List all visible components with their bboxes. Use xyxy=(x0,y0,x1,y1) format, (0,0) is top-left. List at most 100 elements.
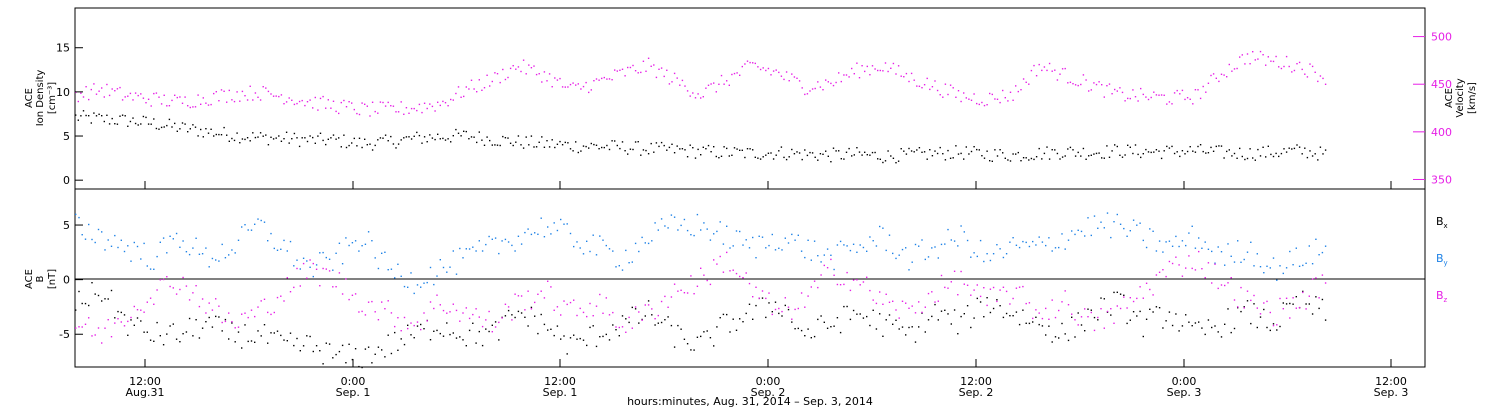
data-point xyxy=(940,243,943,246)
data-point xyxy=(1262,54,1264,56)
data-point xyxy=(612,311,614,314)
data-point xyxy=(221,321,223,324)
data-point xyxy=(624,75,626,77)
data-point xyxy=(926,77,928,80)
data-point xyxy=(520,243,523,245)
data-point xyxy=(1311,155,1314,157)
data-point xyxy=(908,80,910,83)
data-point xyxy=(272,138,275,140)
data-point xyxy=(879,291,881,293)
data-point xyxy=(147,98,150,100)
data-point xyxy=(361,245,363,247)
data-point xyxy=(895,162,897,164)
data-point xyxy=(241,226,243,228)
data-point xyxy=(560,338,562,340)
data-point xyxy=(194,106,197,108)
data-point xyxy=(1071,230,1073,232)
data-point xyxy=(660,141,663,144)
data-point xyxy=(1009,315,1011,317)
data-point xyxy=(1220,145,1223,147)
data-point xyxy=(517,235,520,237)
data-point xyxy=(397,317,399,319)
data-point xyxy=(140,309,142,311)
data-point xyxy=(470,79,473,81)
data-point xyxy=(950,239,952,241)
data-point xyxy=(582,85,585,88)
data-point xyxy=(781,310,783,313)
data-point xyxy=(166,333,168,335)
data-point xyxy=(839,240,842,243)
data-point xyxy=(641,236,643,239)
data-point xyxy=(1074,319,1076,321)
data-point xyxy=(1015,287,1018,289)
data-point xyxy=(770,152,772,154)
data-point xyxy=(1139,310,1141,313)
data-point xyxy=(595,144,598,146)
data-point xyxy=(1162,269,1164,271)
data-point xyxy=(986,150,988,152)
data-point xyxy=(999,248,1001,250)
data-point xyxy=(1201,268,1203,270)
data-point xyxy=(944,159,947,161)
data-point xyxy=(153,303,155,305)
data-point xyxy=(433,283,435,286)
data-point xyxy=(772,70,775,72)
data-point xyxy=(127,334,129,336)
data-point xyxy=(137,94,139,97)
data-point xyxy=(528,64,530,66)
data-point xyxy=(499,144,501,147)
data-point xyxy=(566,303,568,306)
data-point xyxy=(263,221,266,223)
data-point xyxy=(929,88,931,91)
data-point xyxy=(150,123,152,125)
bx-series xyxy=(75,282,1327,369)
x-tick-time: 0:00 xyxy=(341,375,366,388)
data-point xyxy=(527,290,529,292)
data-point xyxy=(462,257,464,259)
data-point xyxy=(1100,308,1102,310)
data-point xyxy=(934,303,936,306)
data-point xyxy=(608,78,611,80)
data-point xyxy=(726,225,728,227)
data-point xyxy=(1048,325,1050,327)
data-point xyxy=(1285,297,1288,299)
data-point xyxy=(631,261,633,263)
data-point xyxy=(314,142,316,144)
data-point xyxy=(654,318,656,320)
data-point xyxy=(918,326,920,328)
data-point xyxy=(166,124,168,127)
data-point xyxy=(374,144,376,147)
data-point xyxy=(289,291,292,293)
data-point xyxy=(804,93,806,96)
data-point xyxy=(1077,84,1079,87)
data-point xyxy=(221,330,223,332)
data-point xyxy=(444,139,447,141)
data-point xyxy=(599,235,601,237)
density-tick-label: 15 xyxy=(56,42,70,55)
data-point xyxy=(840,80,842,83)
data-point xyxy=(1067,239,1070,241)
data-point xyxy=(101,231,103,233)
data-point xyxy=(224,320,227,323)
data-point xyxy=(657,322,659,324)
data-point xyxy=(667,316,669,318)
data-point xyxy=(892,323,894,325)
data-point xyxy=(778,150,780,152)
data-point xyxy=(666,69,668,71)
data-point xyxy=(234,252,236,254)
data-point xyxy=(621,326,624,328)
data-point xyxy=(716,326,718,328)
data-point xyxy=(439,304,441,306)
data-point xyxy=(690,275,692,277)
data-point xyxy=(1189,98,1191,100)
data-point xyxy=(197,135,199,137)
data-point xyxy=(942,96,944,98)
data-point xyxy=(1045,307,1047,310)
data-point xyxy=(132,117,134,119)
data-point xyxy=(431,105,434,108)
data-point xyxy=(1295,307,1297,309)
data-point xyxy=(994,149,996,151)
data-point xyxy=(459,320,461,322)
data-point xyxy=(1097,316,1099,319)
data-point xyxy=(142,115,145,118)
